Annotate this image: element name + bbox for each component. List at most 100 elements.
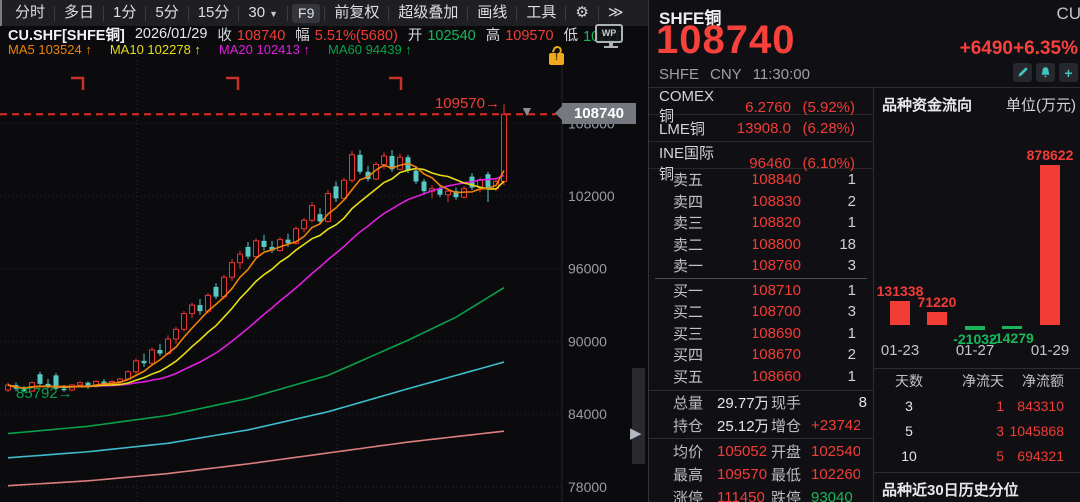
- edit-icon[interactable]: [1013, 63, 1032, 82]
- tab-draw-line[interactable]: 画线: [468, 0, 516, 26]
- stat-value: +23742: [811, 417, 860, 434]
- related-name: INE国际铜: [659, 145, 715, 183]
- kline-chart[interactable]: 109570→85792→108000102000960009000084000…: [0, 56, 648, 502]
- expand-panel-icon[interactable]: ▶: [630, 425, 642, 442]
- tab-5min[interactable]: 5分: [146, 0, 187, 26]
- level-label: 卖二: [673, 236, 704, 254]
- level-label: 卖四: [673, 193, 704, 211]
- order-book-row-ask[interactable]: 卖五 108840 1: [649, 169, 873, 191]
- tab-label: 多日: [64, 4, 95, 21]
- tab-label: 分时: [15, 4, 46, 21]
- alert-bell-icon[interactable]: [1036, 63, 1055, 82]
- tab-15min[interactable]: 15分: [189, 0, 239, 26]
- flow-bar: [1002, 326, 1022, 329]
- level-volume: 1: [847, 281, 856, 299]
- stat-label: 跌停: [771, 490, 802, 502]
- add-icon[interactable]: +: [1059, 63, 1078, 82]
- flow-table-row: 5 3 1045868: [874, 418, 1080, 443]
- level-price: 108840: [753, 171, 801, 189]
- stat-label: 总量: [673, 395, 704, 412]
- tab-time-sharing[interactable]: 分时: [6, 0, 54, 26]
- stat-label: 现手: [771, 395, 802, 412]
- level-price: 108700: [753, 303, 801, 321]
- tab-30min[interactable]: 30 ▼: [239, 0, 287, 27]
- level-price: 108800: [753, 235, 801, 253]
- level-label: 买一: [673, 282, 704, 300]
- order-book-row-bid[interactable]: 买二 108700 3: [649, 301, 873, 323]
- level-label: 买四: [673, 347, 704, 365]
- flow-x-label: 01-27: [955, 342, 995, 359]
- unlock-icon[interactable]: [549, 52, 564, 65]
- stat-value: 102260: [811, 466, 860, 483]
- toolbar-separator: [597, 5, 599, 21]
- contract-code: CU: [1056, 4, 1080, 23]
- kline-chart-area[interactable]: 109570→85792→108000102000960009000084000…: [0, 56, 648, 502]
- flow-table-header-cell: 天数: [895, 373, 923, 389]
- flow-x-label: 01-29: [1030, 342, 1070, 359]
- quote-actions: +: [1013, 63, 1078, 82]
- level-price: 108760: [753, 257, 801, 275]
- related-percent: (6.10%): [802, 154, 855, 172]
- related-market-row[interactable]: LME铜 13908.0 (6.28%): [649, 115, 873, 142]
- tab-label: 5分: [155, 4, 179, 21]
- tab-super-overlay[interactable]: 超级叠加: [389, 0, 467, 26]
- level-label: 卖一: [673, 258, 704, 276]
- order-book-row-bid[interactable]: 买三 108690 1: [649, 323, 873, 345]
- level-volume: 3: [847, 303, 856, 321]
- chevrons-right-icon[interactable]: ≫: [599, 0, 633, 26]
- tab-f9[interactable]: F9: [292, 3, 321, 23]
- stat-label: 最低: [771, 467, 802, 484]
- field-label: 高: [485, 27, 501, 44]
- tab-multi-day[interactable]: 多日: [55, 0, 103, 26]
- price-change-percent: +6.35%: [1013, 38, 1078, 59]
- order-book-row-bid[interactable]: 买四 108670 2: [649, 344, 873, 366]
- field-label: 低: [563, 27, 579, 44]
- money-flow-title: 品种资金流向: [882, 97, 973, 114]
- history-percentile-section: 品种近30日历史分位: [874, 472, 1080, 500]
- stat-value: 8: [858, 394, 867, 411]
- related-market-row[interactable]: COMEX铜 6.2760 (5.92%): [649, 88, 873, 125]
- quote-time: 11:30:00: [752, 66, 810, 83]
- order-book-row-ask[interactable]: 卖四 108830 2: [649, 191, 873, 213]
- price-change: +6490: [959, 38, 1013, 59]
- level-price: 108670: [753, 346, 801, 364]
- level-volume: 1: [847, 171, 856, 189]
- order-book-row-bid[interactable]: 买一 108710 1: [649, 280, 873, 302]
- field-高: 高 109570: [486, 28, 554, 44]
- stat-value: 111450: [717, 489, 765, 502]
- ma-legend-ma20: MA20 102413 ↑: [218, 41, 310, 57]
- flow-net-days: 1: [996, 397, 1004, 414]
- bid-ask-separator: [655, 277, 867, 279]
- chevron-down-icon[interactable]: ▼: [520, 103, 534, 119]
- order-book-row-ask[interactable]: 卖二 108800 18: [649, 234, 873, 256]
- flow-bar-value: -21032: [953, 331, 997, 347]
- flow-x-label: 01-23: [880, 342, 920, 359]
- stats-row: 涨停 111450 跌停 93040: [649, 486, 873, 502]
- tab-label: 工具: [526, 4, 557, 21]
- related-price: 96460: [749, 154, 791, 172]
- related-market-row[interactable]: INE国际铜 96460 (6.10%): [649, 142, 873, 183]
- order-book-row-ask[interactable]: 卖三 108820 1: [649, 212, 873, 234]
- flow-bar-value: 71220: [917, 294, 957, 310]
- instrument-name: SHFE铜: [659, 9, 722, 28]
- field-label: 收: [217, 27, 232, 44]
- order-book-row-bid[interactable]: 买五 108660 1: [649, 366, 873, 388]
- flow-net-amount: 843310: [1017, 397, 1064, 414]
- stats-row: 均价 105052 开盘 102540: [649, 440, 873, 463]
- flow-days: 10: [901, 447, 917, 464]
- toolbar-separator: [103, 5, 105, 21]
- tab-forward-adjust[interactable]: 前复权: [325, 0, 388, 26]
- field-收: 收 108740: [217, 28, 285, 44]
- toolbar-separator: [324, 5, 326, 21]
- order-book-row-ask[interactable]: 卖一 108760 3: [649, 255, 873, 277]
- field-开: 开 102540: [408, 28, 476, 44]
- flow-bar: [927, 312, 947, 325]
- related-percent: (6.28%): [802, 119, 855, 137]
- stat-value: 29.77万: [717, 395, 767, 412]
- tab-tools[interactable]: 工具: [517, 0, 565, 26]
- gear-icon[interactable]: ⚙: [566, 0, 597, 26]
- order-book: 卖五 108840 1 卖四 108830 2 卖三 108820 1 卖二 108800 18 卖一 1…: [649, 169, 873, 387]
- scrollbar[interactable]: [632, 368, 645, 464]
- tab-1min[interactable]: 1分: [104, 0, 145, 26]
